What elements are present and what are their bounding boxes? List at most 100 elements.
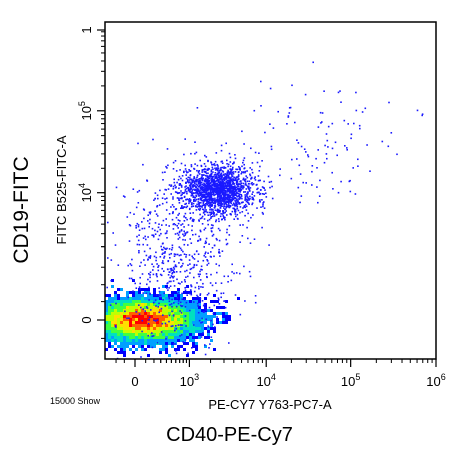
density-cell xyxy=(114,327,117,330)
event-dot xyxy=(211,187,213,189)
event-dot xyxy=(162,260,164,262)
event-dot xyxy=(158,302,160,305)
event-dot xyxy=(171,244,174,247)
event-dot xyxy=(147,318,150,321)
density-cell xyxy=(210,300,213,303)
event-dot xyxy=(186,294,188,296)
event-dot xyxy=(151,263,153,265)
event-dot xyxy=(228,234,231,236)
density-cell xyxy=(192,339,195,342)
density-cell xyxy=(171,330,174,333)
event-dot xyxy=(232,190,235,192)
event-dot xyxy=(198,209,201,211)
event-dot xyxy=(172,266,175,269)
density-cell xyxy=(180,336,183,339)
event-dot xyxy=(184,306,187,308)
event-dot xyxy=(170,267,173,270)
event-dot xyxy=(217,187,220,189)
density-cell xyxy=(165,303,168,306)
density-cell xyxy=(192,345,195,348)
event-dot xyxy=(179,310,181,312)
event-dot xyxy=(244,206,246,209)
density-cell xyxy=(129,300,132,303)
event-dot xyxy=(200,268,202,271)
density-cell xyxy=(177,288,180,291)
event-dot xyxy=(158,287,160,289)
event-dot xyxy=(219,255,221,257)
event-dot xyxy=(224,211,226,214)
event-dot xyxy=(228,182,231,185)
density-cell xyxy=(117,351,120,354)
event-dot xyxy=(143,217,145,220)
density-cell xyxy=(117,303,120,306)
event-dot xyxy=(139,282,141,285)
event-dot xyxy=(226,204,228,206)
density-cell xyxy=(156,312,159,315)
event-dot xyxy=(185,177,188,180)
density-cell xyxy=(123,354,126,357)
density-cell xyxy=(120,288,123,291)
event-dot xyxy=(202,201,205,203)
event-dot xyxy=(135,225,137,227)
event-dot xyxy=(180,229,183,232)
event-dot xyxy=(178,246,181,248)
x-axis: 0 103 104 105 106 xyxy=(115,359,446,389)
density-cell xyxy=(219,312,222,315)
event-dot xyxy=(200,286,202,288)
event-dot xyxy=(193,264,196,267)
event-dot xyxy=(196,164,199,167)
event-dot xyxy=(213,212,215,214)
event-dot xyxy=(225,210,227,212)
density-cell xyxy=(225,321,228,324)
event-dot xyxy=(208,306,211,309)
event-dot xyxy=(155,213,158,215)
density-cell xyxy=(195,306,198,309)
event-dot xyxy=(286,123,288,125)
event-dot xyxy=(223,187,226,190)
event-dot xyxy=(193,253,196,256)
event-dot xyxy=(241,197,243,200)
event-dot xyxy=(178,183,181,185)
event-dot xyxy=(202,304,205,307)
event-dot xyxy=(208,183,210,186)
event-dot xyxy=(131,269,134,272)
event-dot xyxy=(244,191,247,193)
event-dot xyxy=(224,194,226,196)
event-dot xyxy=(165,224,167,226)
event-dot xyxy=(246,185,249,188)
event-dot xyxy=(193,176,195,178)
event-dot xyxy=(211,200,214,203)
event-dot xyxy=(194,152,196,155)
density-cell xyxy=(111,279,114,282)
density-cell xyxy=(117,300,120,303)
event-dot xyxy=(182,262,184,265)
event-dot xyxy=(179,197,182,200)
event-dot xyxy=(117,264,120,266)
event-dot xyxy=(148,286,150,289)
event-dot xyxy=(262,203,264,206)
density-cell xyxy=(195,300,198,303)
event-dot xyxy=(230,191,232,193)
event-dot xyxy=(242,185,245,187)
event-dot xyxy=(244,171,246,174)
event-dot xyxy=(239,169,241,171)
density-cell xyxy=(195,327,198,330)
event-dot xyxy=(201,196,204,199)
event-dot xyxy=(187,244,189,246)
event-dot xyxy=(355,91,357,94)
event-dot xyxy=(172,188,175,190)
density-cell xyxy=(168,354,171,357)
event-dot xyxy=(198,235,200,238)
event-dot xyxy=(172,280,175,282)
event-dot xyxy=(238,203,240,205)
density-cell xyxy=(132,351,135,354)
event-dot xyxy=(234,154,236,156)
density-cell xyxy=(129,324,132,327)
event-dot xyxy=(199,217,202,220)
event-dot xyxy=(327,125,330,128)
density-cell xyxy=(126,339,129,342)
event-dot xyxy=(200,176,203,179)
density-cell xyxy=(171,336,174,339)
event-dot xyxy=(166,197,168,200)
event-dot xyxy=(323,90,325,92)
